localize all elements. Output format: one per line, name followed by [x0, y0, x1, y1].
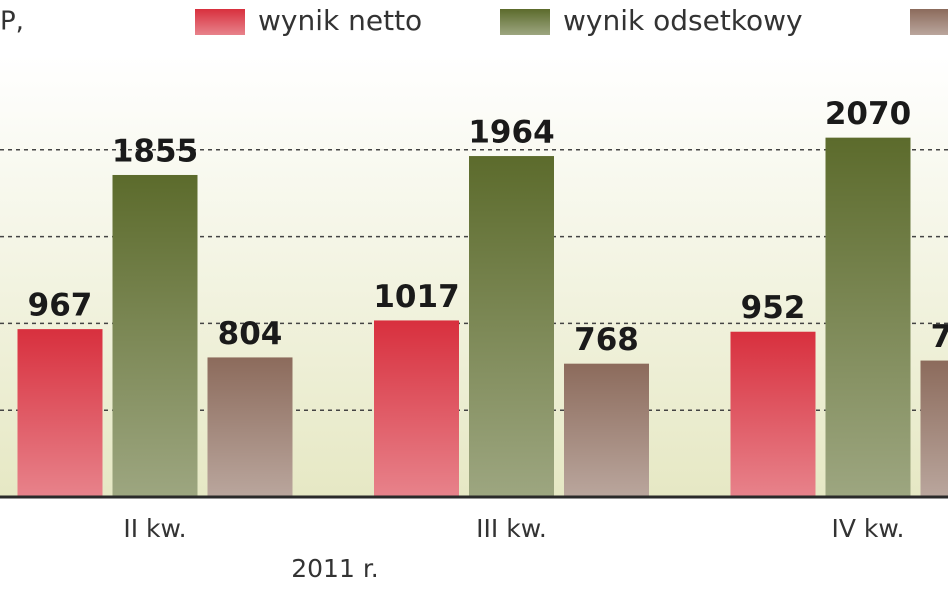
bar-shade [17, 329, 103, 497]
bar-shade [564, 363, 649, 497]
bar-shade [825, 137, 911, 497]
bar-shade [374, 320, 459, 497]
data-label: 804 [218, 316, 283, 352]
legend-label: wynik odsetkowy [563, 4, 803, 37]
data-label: 952 [741, 290, 806, 326]
x-tick-label: IV kw. [832, 514, 905, 543]
legend-swatch-shade [500, 9, 550, 35]
data-label: 1017 [373, 279, 459, 315]
group-label: 2011 r. [291, 554, 379, 583]
x-tick-label: III kw. [476, 514, 547, 543]
legend-label: wynik netto [258, 4, 422, 37]
bar-shade [112, 174, 198, 498]
legend-swatch-shade [195, 9, 245, 35]
data-label: 2070 [825, 96, 911, 132]
data-label: 967 [28, 288, 93, 324]
data-label: 1855 [112, 133, 198, 169]
bar-shade [207, 357, 293, 497]
x-tick-label: II kw. [123, 514, 186, 543]
data-label: 1964 [468, 115, 554, 151]
bar-shade [730, 331, 816, 497]
bar-shade [469, 156, 554, 497]
chart-subtitle: P, [0, 7, 24, 37]
legend-swatch-shade [910, 9, 948, 35]
bar-shade [920, 360, 948, 497]
data-label: 786 [931, 319, 948, 355]
data-label: 768 [574, 322, 639, 358]
